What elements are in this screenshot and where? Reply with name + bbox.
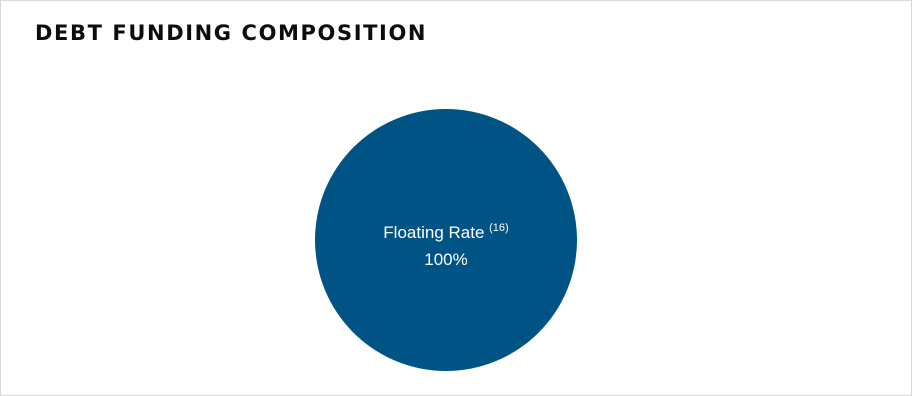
pie-slice-0: [315, 109, 577, 371]
slice-label-0: Floating Rate (16): [383, 222, 508, 242]
chart-title: DEBT FUNDING COMPOSITION: [35, 21, 428, 45]
pie-labels: Floating Rate (16) 100%: [383, 222, 508, 269]
pie-slices: [315, 109, 577, 371]
slice-label-text: Floating Rate: [383, 223, 489, 242]
slice-label-footnote: (16): [489, 222, 509, 234]
slice-value-label-0: 100%: [424, 250, 467, 269]
